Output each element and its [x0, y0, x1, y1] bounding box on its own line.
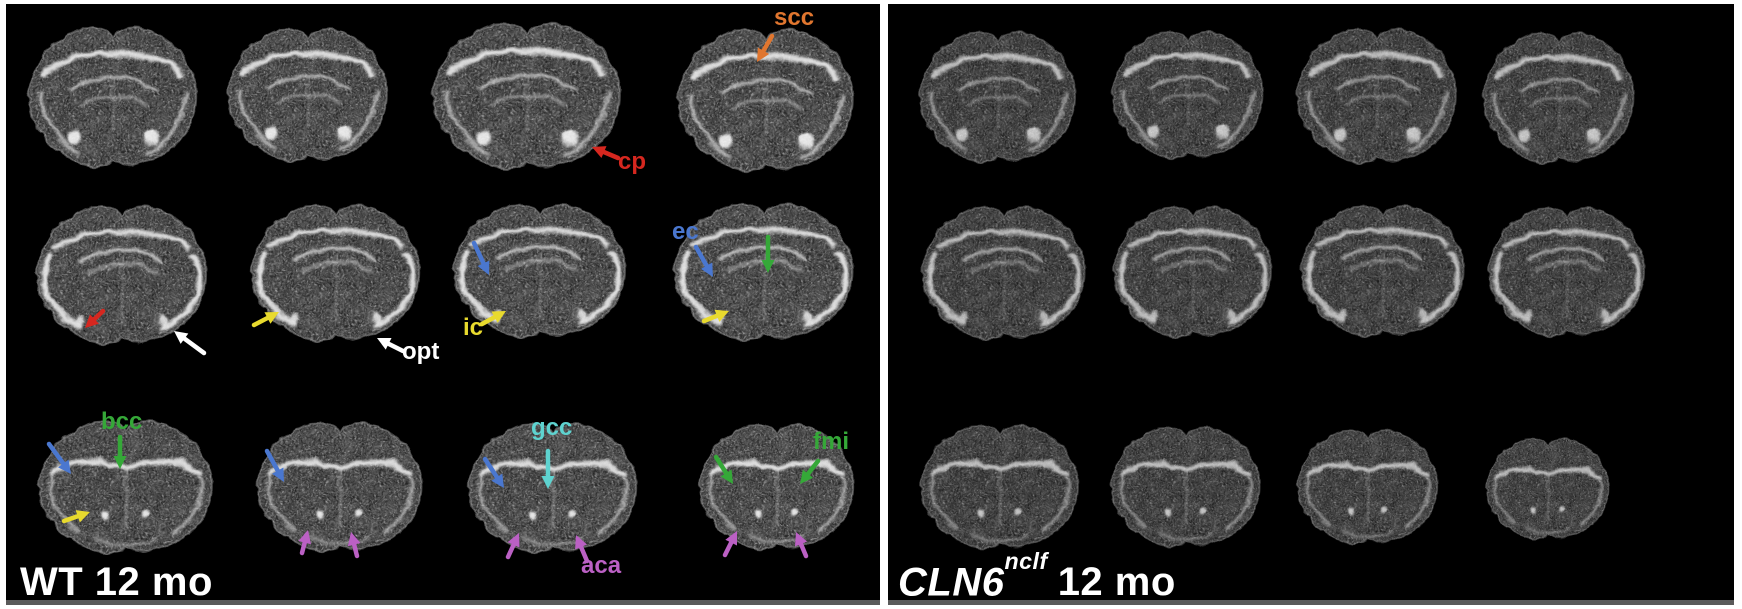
- brain-slice: [699, 424, 855, 549]
- brain-slice: [922, 207, 1086, 338]
- brain-slice: [921, 425, 1079, 548]
- brain-slice: [1111, 427, 1261, 546]
- panel-label-wt-text: WT 12 mo: [20, 560, 213, 604]
- brain-slice: [1483, 33, 1635, 163]
- brain-slice: [251, 205, 421, 340]
- annotation-label-aca: aca: [581, 552, 622, 579]
- brain-slice: [257, 423, 423, 551]
- annotation-label-ec: ec: [672, 218, 699, 245]
- brain-slice: [39, 421, 213, 552]
- brain-slice: [1114, 207, 1272, 337]
- annotation-label-scc: scc: [774, 4, 815, 31]
- brain-slice: [1301, 206, 1465, 336]
- brain-slice: [433, 23, 621, 168]
- brain-slice: [919, 32, 1077, 162]
- annotation-label-cp: cp: [618, 148, 647, 175]
- brain-slice: [454, 205, 626, 336]
- annotation-label-opt: opt: [402, 338, 440, 365]
- panel-wt: [6, 4, 880, 605]
- panel-label-superscript: nclf: [1004, 548, 1048, 575]
- panel-cln6: [888, 4, 1734, 605]
- brain-slice: [1297, 29, 1457, 162]
- brain-slice: [228, 29, 388, 160]
- brain-slice: [1486, 438, 1610, 539]
- panel-label-cln6: CLN6nclf 12 mo: [898, 548, 1176, 605]
- annotation-label-fmi: fmi: [813, 428, 849, 455]
- annotation-label-bcc: bcc: [101, 408, 143, 435]
- annotation-label-ic: ic: [463, 314, 484, 341]
- brain-slice: [678, 29, 854, 170]
- brain-slice: [28, 27, 198, 166]
- panel-label-gene: CLN6: [898, 560, 1005, 605]
- annotation-label-gcc: gcc: [531, 414, 573, 441]
- brain-slice: [1297, 430, 1439, 543]
- panel-label-age: 12 mo: [1057, 560, 1176, 605]
- brain-slice: [36, 206, 208, 343]
- brain-slice: [1112, 31, 1264, 158]
- panel-label-wt: WT 12 mo: [20, 560, 213, 605]
- brain-slice: [1488, 208, 1646, 336]
